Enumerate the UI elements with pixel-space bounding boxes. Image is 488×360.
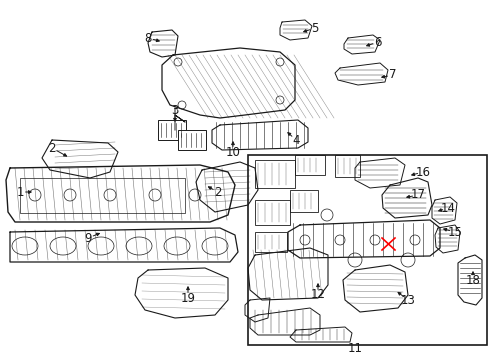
Text: 9: 9 [84,231,92,244]
Text: 2: 2 [48,141,56,154]
Text: 19: 19 [180,292,195,305]
Ellipse shape [12,237,38,255]
Text: 15: 15 [447,225,462,238]
Bar [289,190,317,212]
Bar [178,130,205,150]
Bar [247,155,486,345]
Text: 18: 18 [465,274,479,287]
Text: 8: 8 [144,31,151,45]
Bar [254,200,289,225]
Bar [334,155,359,177]
Bar [294,155,325,175]
Text: 2: 2 [214,185,221,198]
Text: 7: 7 [388,68,396,81]
Text: 4: 4 [292,134,299,147]
Ellipse shape [163,237,190,255]
Bar [254,160,294,188]
Text: 17: 17 [409,189,425,202]
Text: 14: 14 [440,202,454,215]
Text: 1: 1 [16,185,24,198]
Text: 11: 11 [347,342,362,355]
Text: 16: 16 [415,166,429,179]
Bar [20,178,184,213]
Ellipse shape [50,237,76,255]
Text: 6: 6 [373,36,381,49]
Ellipse shape [126,237,152,255]
Bar [254,232,286,252]
Ellipse shape [202,237,227,255]
Bar [158,120,185,140]
Text: 10: 10 [225,145,240,158]
Text: 13: 13 [400,293,415,306]
Text: 3: 3 [171,104,178,117]
Text: 12: 12 [310,288,325,302]
Ellipse shape [88,237,114,255]
Text: 5: 5 [311,22,318,35]
